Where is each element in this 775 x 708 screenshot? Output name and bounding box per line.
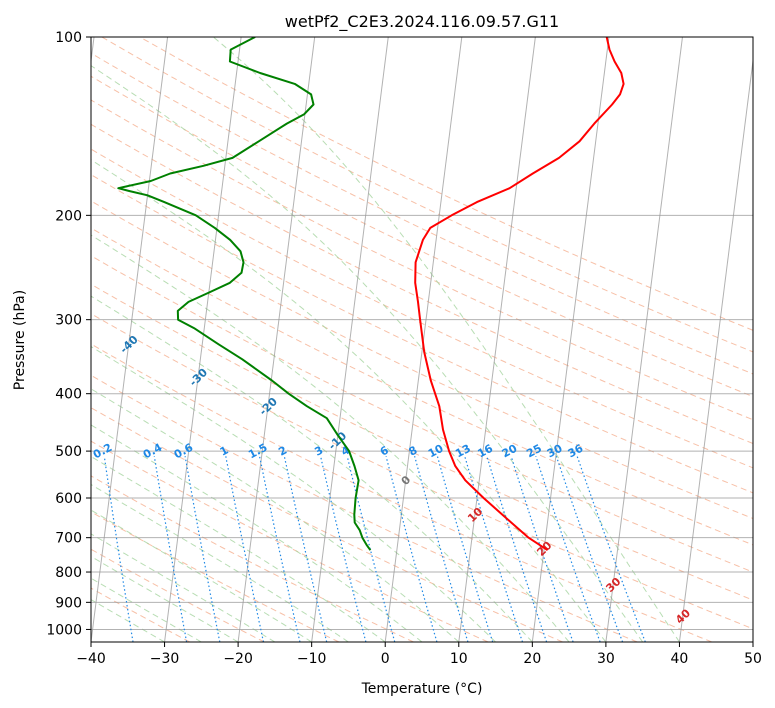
mixing-ratio-line bbox=[535, 456, 601, 642]
y-tick-label: 800 bbox=[55, 565, 82, 581]
y-tick-label: 600 bbox=[55, 491, 82, 507]
moist-adiabat-line bbox=[91, 455, 386, 642]
dry-adiabat-line bbox=[91, 343, 712, 642]
mixing-ratio-lines bbox=[103, 455, 646, 642]
x-tick-label: −30 bbox=[150, 651, 180, 667]
mixing-ratio-line bbox=[346, 456, 396, 642]
mixing-ratio-label: 16 bbox=[475, 442, 495, 461]
x-axis-label: Temperature (°C) bbox=[361, 681, 483, 697]
x-tick-label: 10 bbox=[450, 651, 468, 667]
dry-adiabat-line bbox=[91, 548, 265, 642]
mixing-ratio-line bbox=[486, 456, 548, 642]
moist-adiabat-line bbox=[91, 345, 496, 642]
x-tick-label: 0 bbox=[381, 651, 390, 667]
isotherm-line bbox=[91, 37, 169, 642]
mixing-ratio-label: 25 bbox=[524, 442, 544, 461]
mixing-ratio-label: 30 bbox=[545, 442, 565, 461]
moist-adiabat-line bbox=[91, 234, 570, 642]
dry-adiabat-line bbox=[91, 374, 638, 642]
dry-adiabat-line bbox=[91, 283, 753, 601]
isotherm-line bbox=[311, 37, 389, 642]
mixing-ratio-line bbox=[464, 456, 524, 642]
dewpoint-profile-line bbox=[117, 37, 372, 551]
mixing-ratio-line bbox=[576, 455, 646, 642]
temperature-profile-line bbox=[414, 37, 625, 552]
moist-adiabat-line bbox=[91, 577, 202, 642]
y-tick-label: 1000 bbox=[46, 622, 82, 638]
mixing-ratio-label: 36 bbox=[566, 442, 586, 461]
mixing-ratio-line bbox=[414, 456, 469, 642]
moist-adiabat-line bbox=[91, 424, 423, 642]
moist-adiabats bbox=[91, 37, 680, 642]
y-tick-label: 100 bbox=[55, 30, 82, 46]
moist-adiabat-line bbox=[91, 599, 165, 642]
x-tick-label: 20 bbox=[523, 651, 541, 667]
dry-adiabat-line bbox=[91, 255, 753, 573]
mixing-ratio-line bbox=[555, 456, 624, 642]
y-tick-label: 700 bbox=[55, 531, 82, 547]
plot-area: 0.10.20.40.611.52346810131620253036-100-… bbox=[91, 37, 753, 642]
dry-adiabat-line bbox=[101, 37, 753, 353]
y-axis-label: Pressure (hPa) bbox=[12, 290, 28, 390]
dry-adiabat-line bbox=[91, 52, 753, 375]
moist-adiabat-line bbox=[91, 295, 533, 642]
y-tick-label: 300 bbox=[55, 313, 82, 329]
y-tick-label: 500 bbox=[55, 444, 82, 460]
x-axis: −40 −30 −20 −10 0 10 20 30 40 50 bbox=[76, 642, 762, 667]
dry-adiabat-line bbox=[91, 440, 489, 642]
mixing-ratio-label: 13 bbox=[453, 442, 473, 461]
x-tick-label: 50 bbox=[744, 651, 762, 667]
pressure-gridlines bbox=[91, 37, 753, 630]
isotherm-line bbox=[678, 56, 753, 642]
sounding-profiles bbox=[117, 37, 625, 552]
dry-adiabat-line bbox=[91, 99, 753, 421]
moist-adiabat-line bbox=[91, 159, 607, 642]
dry-adiabat-line bbox=[91, 227, 753, 546]
mixing-ratio-line bbox=[385, 456, 438, 642]
moist-adiabat-line bbox=[213, 37, 680, 642]
x-tick-label: 40 bbox=[671, 651, 689, 667]
y-axis: 100 200 300 400 500 600 700 800 900 1000 bbox=[46, 30, 91, 638]
y-tick-label: 200 bbox=[55, 208, 82, 224]
dry-adiabat-line bbox=[91, 123, 753, 445]
x-tick-label: 30 bbox=[597, 651, 615, 667]
x-tick-label: −20 bbox=[223, 651, 253, 667]
mixing-ratio-line bbox=[320, 456, 367, 642]
isotherm-line bbox=[237, 37, 316, 642]
mixing-ratio-line bbox=[510, 456, 574, 642]
mixing-ratio-line bbox=[436, 456, 494, 642]
dry-adiabats bbox=[91, 37, 753, 642]
x-tick-label: −10 bbox=[297, 651, 327, 667]
dry-adiabat-line bbox=[91, 407, 563, 642]
moist-adiabat-line bbox=[91, 388, 460, 642]
mixing-ratio-label: 10 bbox=[426, 442, 446, 461]
dry-adiabat-line bbox=[91, 313, 753, 630]
moist-adiabat-line bbox=[91, 533, 276, 642]
y-tick-label: 400 bbox=[55, 387, 82, 403]
dry-adiabat-line bbox=[91, 511, 340, 642]
isotherm-line bbox=[164, 37, 242, 642]
mixing-ratio-label: 20 bbox=[500, 442, 520, 461]
isotherm-line bbox=[458, 37, 536, 642]
isotherm-line bbox=[531, 37, 610, 642]
dry-adiabat-line bbox=[91, 200, 753, 520]
plot-frame bbox=[90, 36, 754, 643]
mixing-ratio-line bbox=[103, 456, 134, 642]
moist-adiabat-line bbox=[91, 65, 644, 642]
chart-title: wetPf2_C2E3.2024.116.09.57.G11 bbox=[285, 12, 559, 32]
isotherm-line bbox=[605, 37, 683, 642]
moist-adiabat-line bbox=[91, 555, 239, 642]
x-tick-label: −40 bbox=[76, 651, 106, 667]
y-tick-label: 900 bbox=[55, 595, 82, 611]
